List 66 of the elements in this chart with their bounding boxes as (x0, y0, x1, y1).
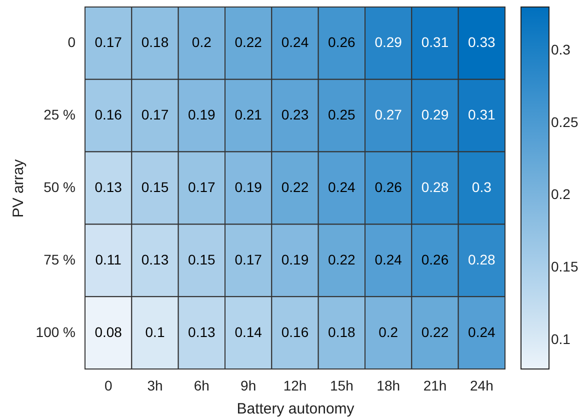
data-label: 0.22 (328, 251, 356, 268)
data-label: 0.22 (234, 34, 262, 50)
data-label: 0.19 (234, 179, 262, 195)
data-label: 0.25 (328, 106, 356, 123)
x-tick-label: 6h (194, 378, 210, 394)
data-label: 0.24 (281, 34, 309, 50)
data-label: 0.28 (468, 251, 496, 268)
data-label: 0.31 (421, 34, 449, 50)
y-tick-label: 50 % (44, 179, 76, 195)
x-tick-label: 24h (470, 378, 494, 394)
data-label: 0.26 (374, 179, 402, 195)
x-tick-label: 12h (283, 378, 307, 394)
data-label: 0.17 (234, 251, 262, 268)
y-tick-label: 25 % (44, 106, 76, 123)
data-label: 0.29 (421, 106, 449, 123)
y-tick-label: 75 % (44, 251, 76, 268)
x-tick-label: 9h (240, 378, 256, 394)
y-tick-label: 0 (68, 34, 76, 50)
data-label: 0.21 (234, 106, 262, 123)
color-bar-label: 0.15 (551, 258, 578, 275)
color-bar-label: 0.2 (551, 186, 571, 202)
data-label: 0.24 (328, 179, 356, 195)
data-label: 0.29 (374, 34, 402, 50)
data-label: 0.24 (374, 251, 402, 268)
data-label: 0.28 (421, 179, 449, 195)
data-label: 0.1 (145, 324, 165, 340)
data-label: 0.3 (472, 179, 492, 195)
data-label: 0.16 (281, 324, 309, 340)
x-tick-label: 18h (376, 378, 400, 394)
data-label: 0.18 (328, 324, 356, 340)
data-label: 0.19 (281, 251, 309, 268)
data-label: 0.22 (421, 324, 449, 340)
data-label: 0.26 (328, 34, 356, 50)
x-tick-label: 3h (147, 378, 163, 394)
data-label: 0.16 (94, 106, 122, 123)
data-label: 0.15 (188, 251, 216, 268)
data-label: 0.13 (94, 179, 122, 195)
data-label: 0.17 (141, 106, 169, 123)
data-label: 0.33 (468, 34, 496, 50)
data-label: 0.13 (188, 324, 216, 340)
data-label: 0.17 (188, 179, 216, 195)
data-label: 0.2 (192, 34, 212, 50)
x-axis-title: Battery autonomy (236, 400, 355, 418)
data-label: 0.26 (421, 251, 449, 268)
data-label: 0.24 (468, 324, 496, 340)
y-tick-label: 100 % (36, 324, 76, 340)
color-bar-label: 0.1 (551, 331, 571, 348)
data-label: 0.13 (141, 251, 169, 268)
x-tick-label: 15h (330, 378, 354, 394)
x-tick-label: 21h (423, 378, 447, 394)
data-label: 0.08 (94, 324, 122, 340)
data-label: 0.17 (94, 34, 122, 50)
data-label: 0.18 (141, 34, 169, 50)
data-label: 0.19 (188, 106, 216, 123)
data-label: 0.22 (281, 179, 309, 195)
data-label: 0.14 (234, 324, 262, 340)
y-axis-title: PV array (10, 158, 27, 218)
data-label: 0.11 (95, 251, 122, 268)
data-label: 0.15 (141, 179, 169, 195)
color-bar-label: 0.25 (551, 114, 578, 130)
data-label: 0.23 (281, 106, 309, 123)
x-tick-label: 0 (104, 378, 112, 394)
data-label: 0.27 (374, 106, 402, 123)
data-label: 0.2 (378, 324, 398, 340)
color-bar-label: 0.3 (551, 41, 571, 58)
data-label: 0.31 (468, 106, 496, 123)
